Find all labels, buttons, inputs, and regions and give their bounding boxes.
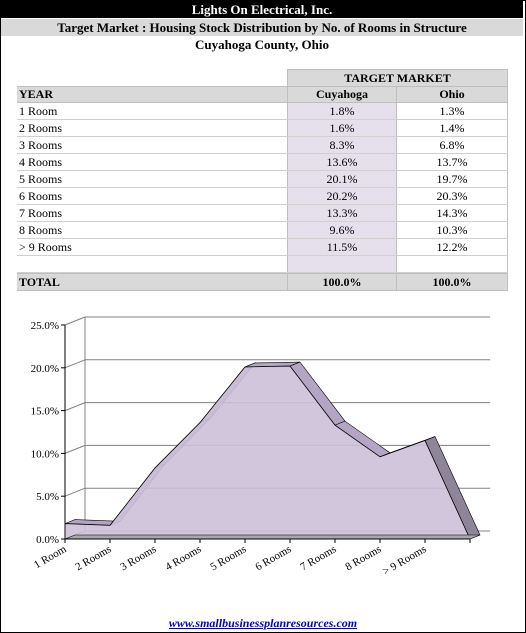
y-tick-label: 20.0% [31, 363, 59, 375]
y-tick-label: 10.0% [31, 448, 59, 460]
gridline-depth [64, 487, 86, 497]
chart-floor [64, 534, 481, 540]
cuyahoga-value: 20.1% [287, 171, 397, 187]
table-row: 7 Rooms 13.3% 14.3% [17, 205, 508, 222]
row-label: 1 Room [19, 104, 58, 118]
row-label: 8 Rooms [19, 223, 63, 237]
ohio-value: 1.4% [397, 120, 508, 136]
row-label: 7 Rooms [19, 206, 63, 220]
cuyahoga-value: 11.5% [287, 239, 397, 255]
target-market-header: TARGET MARKET [287, 69, 508, 86]
x-tick-label: 3 Rooms [118, 543, 158, 573]
website-link[interactable]: www.smallbusinessplanresources.com [168, 616, 358, 630]
row-label: 5 Rooms [19, 172, 63, 186]
empty-cell [397, 256, 508, 272]
row-label: 6 Rooms [19, 189, 63, 203]
table-row: 8 Rooms 9.6% 10.3% [17, 222, 508, 239]
row-label: 2 Rooms [19, 121, 63, 135]
ohio-value: 13.7% [397, 154, 508, 170]
cuyahoga-column-header: Cuyahoga [287, 87, 397, 102]
y-tick-label: 25.0% [31, 320, 59, 332]
x-tick-label: 2 Rooms [73, 543, 113, 573]
table-row: > 9 Rooms 11.5% 12.2% [17, 239, 508, 256]
row-label: 3 Rooms [19, 138, 63, 152]
ohio-value: 6.8% [397, 137, 508, 153]
x-tick-label: 8 Rooms [343, 543, 383, 573]
x-tick-label: 4 Rooms [163, 543, 203, 573]
year-column-header: YEAR [19, 87, 54, 101]
report-subtitle: Target Market : Housing Stock Distributi… [1, 19, 523, 36]
table-row: 2 Rooms 1.6% 1.4% [17, 120, 508, 137]
ohio-value: 20.3% [397, 188, 508, 204]
rooms-area-chart: 0.0% 5.0% 10.0% 15.0% 20.0% 25.0% 1 Room 2 Roo… [31, 316, 490, 578]
cuyahoga-value: 1.8% [287, 103, 397, 119]
ohio-column-header: Ohio [397, 87, 508, 102]
y-tick-label: 15.0% [31, 406, 59, 418]
cuyahoga-value: 8.3% [287, 137, 397, 153]
table-total-row: TOTAL 100.0% 100.0% [17, 273, 508, 291]
gridline-depth [64, 444, 86, 454]
area-series-cuyahoga [64, 365, 471, 540]
company-title: Lights On Electrical, Inc. [1, 1, 523, 18]
x-tick-label: 7 Rooms [298, 543, 338, 573]
gridline-depth [64, 316, 86, 326]
row-label: > 9 Rooms [19, 240, 72, 254]
ohio-value: 10.3% [397, 222, 508, 238]
table-row: 6 Rooms 20.2% 20.3% [17, 188, 508, 205]
row-label: 4 Rooms [19, 155, 63, 169]
ohio-value: 19.7% [397, 171, 508, 187]
total-ohio: 100.0% [397, 274, 508, 290]
cuyahoga-value: 20.2% [287, 188, 397, 204]
total-label: TOTAL [19, 275, 60, 289]
table-row: 3 Rooms 8.3% 6.8% [17, 137, 508, 154]
ohio-value: 14.3% [397, 205, 508, 221]
table-row: 1 Room 1.8% 1.3% [17, 103, 508, 120]
location-label: Cuyahoga County, Ohio [194, 37, 329, 52]
cuyahoga-value: 1.6% [287, 120, 397, 136]
empty-cell [287, 256, 397, 272]
x-tick-label: 1 Room [32, 543, 69, 571]
gridline-depth [64, 359, 86, 369]
x-tick-label: 6 Rooms [253, 543, 293, 573]
table-row: 4 Rooms 13.6% 13.7% [17, 154, 508, 171]
x-tick-label: 5 Rooms [208, 543, 248, 573]
cuyahoga-value: 13.3% [287, 205, 397, 221]
cuyahoga-value: 9.6% [287, 222, 397, 238]
ohio-value: 12.2% [397, 239, 508, 255]
y-tick-label: 5.0% [36, 491, 59, 503]
ohio-value: 1.3% [397, 103, 508, 119]
y-tick-label: 0.0% [36, 534, 59, 546]
table-empty-row [17, 256, 508, 273]
table-header-row: YEAR Cuyahoga Ohio [17, 86, 508, 103]
cuyahoga-value: 13.6% [287, 154, 397, 170]
x-tick-label: > 9 Rooms [381, 543, 429, 578]
total-cuyahoga: 100.0% [287, 274, 397, 290]
gridline-depth [64, 402, 86, 412]
table-row: 5 Rooms 20.1% 19.7% [17, 171, 508, 188]
